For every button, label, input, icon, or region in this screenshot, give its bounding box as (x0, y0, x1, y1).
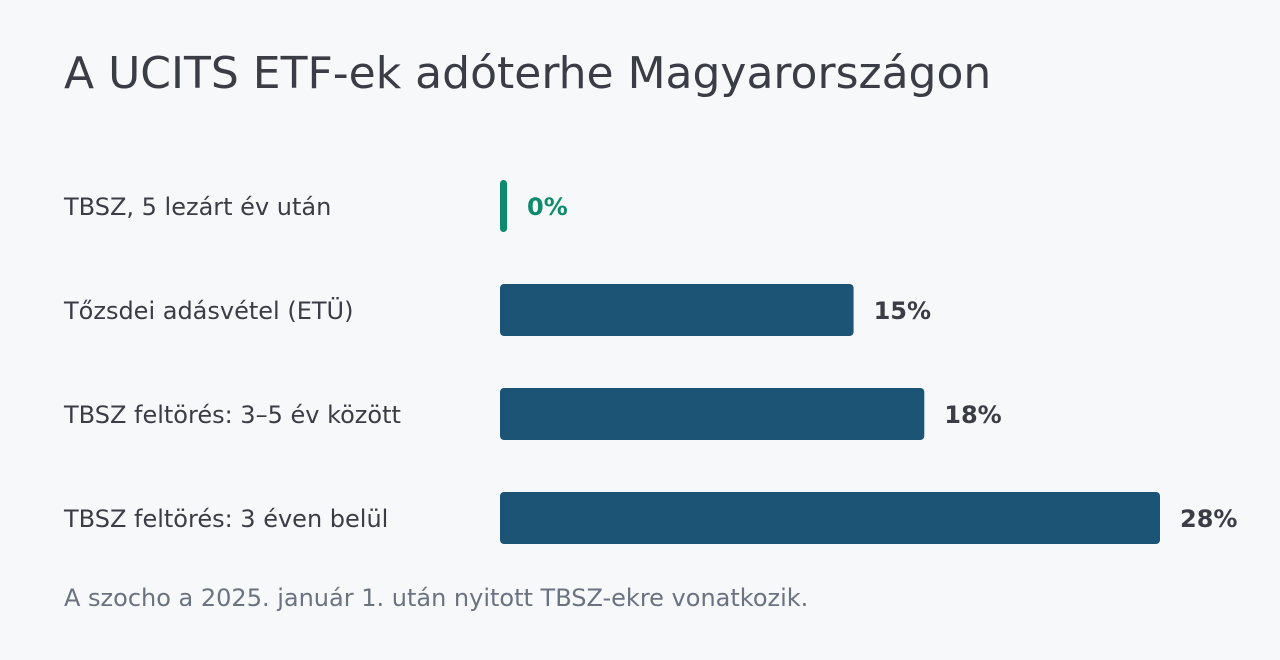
category-label: Tőzsdei adásvétel (ETÜ) (63, 296, 353, 325)
value-label: 18% (944, 401, 1001, 429)
bar (500, 492, 1160, 544)
value-label: 0% (527, 193, 568, 221)
bar (500, 284, 854, 336)
chart-title: A UCITS ETF-ek adóterhe Magyarországon (64, 48, 991, 99)
bar (500, 388, 925, 440)
category-label: TBSZ feltörés: 3 éven belül (63, 505, 388, 533)
footnote: A szocho a 2025. január 1. után nyitott … (64, 584, 808, 612)
value-label: 15% (874, 297, 931, 325)
category-label: TBSZ, 5 lezárt év után (63, 193, 331, 221)
value-label: 28% (1180, 505, 1237, 533)
bar (500, 180, 507, 232)
category-label: TBSZ feltörés: 3–5 év között (63, 401, 401, 429)
